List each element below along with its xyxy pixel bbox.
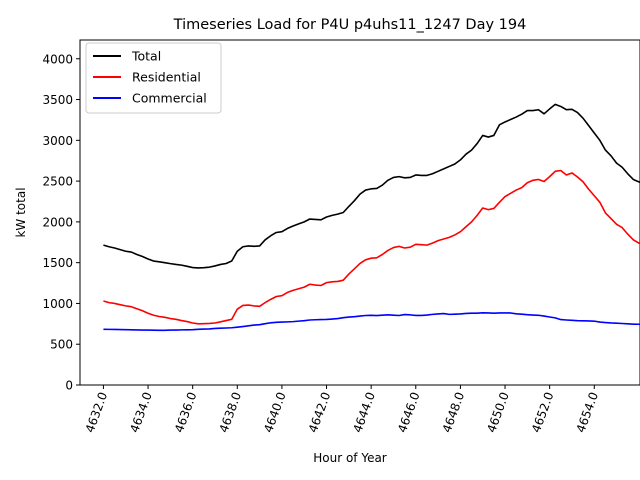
y-tick-label: 4000: [42, 52, 73, 66]
x-tick-label: 4644.0: [350, 390, 378, 434]
x-tick-label: 4652.0: [529, 390, 557, 434]
plot-frame: [79, 39, 640, 386]
plot-area: [79, 39, 640, 386]
x-axis: 4632.0 4634.0 4636.0 4638.0 4640.0 4642.0 4644…: [83, 385, 601, 434]
y-tick-label: 3000: [42, 134, 73, 148]
y-tick-label: 3500: [42, 93, 73, 107]
legend-box: [85, 42, 222, 114]
y-tick-label: 1000: [42, 297, 73, 311]
x-tick-label: 4636.0: [172, 390, 200, 434]
legend-label-commercial: Commercial: [132, 91, 207, 106]
y-axis-label: kW total: [14, 187, 28, 237]
y-tick-label: 2000: [42, 215, 73, 229]
series-line-residential: [103, 169, 640, 325]
x-tick-label: 4648.0: [440, 390, 468, 434]
chart-title: Timeseries Load for P4U p4uhs11_1247 Day…: [173, 17, 527, 33]
x-tick-label: 4638.0: [217, 390, 245, 434]
y-tick-label: 2500: [42, 175, 73, 189]
x-tick-label: 4642.0: [306, 390, 334, 434]
y-tick-label: 1500: [42, 256, 73, 270]
x-tick-label: 4632.0: [83, 390, 111, 434]
legend-label-residential: Residential: [132, 70, 201, 85]
x-tick-label: 4654.0: [574, 390, 602, 434]
y-tick-label: 500: [50, 338, 73, 352]
legend: Total Residential Commercial: [85, 42, 222, 114]
y-tick-label: 0: [65, 379, 73, 393]
series-line-commercial: [103, 312, 640, 332]
series-line-total: [103, 103, 640, 269]
y-axis: 0 500 1000 1500 2000 2500 3000 3500 4000: [42, 52, 80, 393]
x-tick-label: 4640.0: [261, 390, 289, 434]
x-axis-label: Hour of Year: [313, 451, 387, 465]
x-tick-label: 4634.0: [127, 390, 155, 434]
x-tick-label: 4650.0: [484, 390, 512, 434]
series-layer: [103, 103, 640, 332]
x-tick-label: 4646.0: [395, 390, 423, 434]
legend-label-total: Total: [131, 49, 161, 64]
